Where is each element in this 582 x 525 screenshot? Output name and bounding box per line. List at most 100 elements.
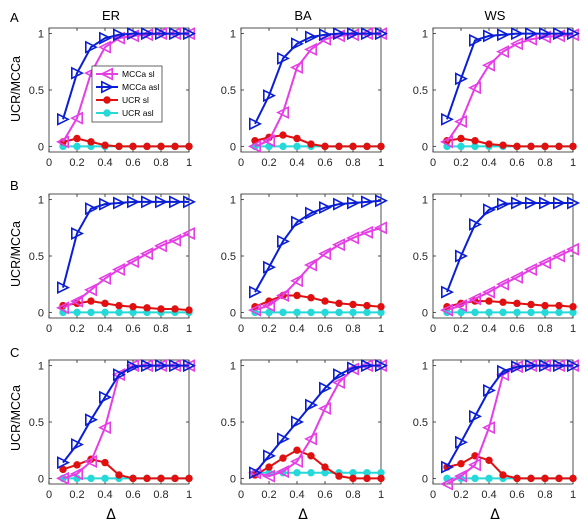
data-point (552, 196, 566, 210)
data-point (276, 106, 290, 120)
data-point (541, 301, 549, 310)
panel-a-ws: 0 0.2 0.4 0.6 0.8 1 0 0.5 1 (413, 27, 580, 169)
x-tick-label: 0.4 (97, 157, 112, 169)
x-axis-label-ba: Δ (298, 507, 308, 523)
data-point (499, 308, 507, 317)
x-tick-label: 1 (186, 157, 192, 169)
panel-a-er: 0 0.2 0.4 0.6 0.8 1 0 0.5 1 (29, 27, 196, 169)
series-mcca-asl (249, 27, 388, 131)
data-point (140, 28, 153, 42)
panel-c-ws: 0 0.2 0.4 0.6 0.8 1 0 0.5 1 (413, 359, 580, 501)
data-point (349, 300, 357, 309)
legend-entry: UCR sl (96, 95, 149, 105)
data-point (73, 308, 81, 317)
data-point (290, 37, 304, 51)
x-tick-label: 1 (378, 157, 384, 169)
data-point (73, 134, 81, 143)
x-axis-label-ws: Δ (490, 507, 500, 523)
data-point (527, 308, 535, 317)
data-point (510, 196, 524, 210)
data-point (440, 303, 454, 317)
data-point (293, 142, 301, 151)
data-point (115, 142, 123, 151)
y-tick-label: 0.5 (29, 417, 44, 429)
data-point (485, 140, 493, 148)
data-point (318, 201, 332, 215)
x-tick-label: 1 (570, 489, 576, 501)
data-point (293, 469, 301, 477)
data-point (183, 195, 196, 209)
data-point (468, 409, 482, 423)
data-point (335, 472, 343, 480)
data-point (84, 283, 97, 297)
series-line (62, 300, 190, 312)
data-point (113, 28, 126, 42)
x-tick-label: 0.4 (289, 323, 304, 335)
x-tick-label: 0.4 (481, 323, 496, 335)
data-point (363, 142, 371, 151)
data-point (332, 368, 346, 382)
data-point (290, 215, 304, 229)
y-tick-label: 0 (230, 141, 236, 153)
data-point (141, 195, 154, 209)
data-point (276, 288, 290, 302)
data-point (485, 297, 493, 305)
data-point (569, 474, 577, 483)
data-point (321, 463, 329, 471)
x-tick-label: 1 (570, 323, 576, 335)
data-point (471, 137, 479, 145)
data-point (482, 203, 496, 217)
data-point (454, 115, 468, 129)
data-point (454, 72, 468, 86)
y-tick-label: 1 (38, 29, 44, 41)
data-point (99, 197, 112, 211)
data-point (499, 298, 507, 306)
data-point (85, 202, 98, 216)
series-mcca-asl (249, 359, 388, 480)
data-point (360, 359, 374, 373)
series-line (446, 33, 574, 143)
data-point (59, 465, 67, 474)
data-point (101, 474, 109, 483)
y-tick-label: 0.5 (413, 417, 428, 429)
data-point (290, 60, 304, 74)
data-point (169, 27, 182, 41)
data-point (499, 141, 507, 149)
x-axis-label-er: Δ (106, 507, 116, 523)
x-tick-label: 0.2 (453, 157, 468, 169)
data-point (276, 432, 290, 446)
series-line (62, 458, 189, 480)
data-point (143, 142, 151, 151)
data-point (71, 66, 84, 80)
data-point (99, 31, 112, 45)
data-point (318, 381, 332, 395)
legend-entry: UCR asl (96, 108, 154, 118)
series-line (254, 134, 381, 148)
x-tick-label: 0 (46, 489, 52, 501)
series-mcca-sl (440, 28, 580, 149)
x-tick-label: 1 (570, 157, 576, 169)
series-line (446, 454, 573, 480)
legend-marker (100, 67, 113, 81)
data-point (304, 258, 318, 272)
series-line (254, 32, 381, 125)
data-point (293, 308, 301, 317)
data-point (527, 142, 535, 151)
data-point (321, 297, 329, 305)
data-point (374, 221, 388, 235)
data-point (346, 231, 360, 245)
data-point (307, 469, 315, 477)
series-mcca-sl (440, 242, 580, 317)
series-line (446, 32, 573, 120)
data-point (307, 308, 315, 317)
data-point (555, 142, 563, 151)
axes-box (432, 359, 574, 485)
x-tick-label: 0.4 (97, 489, 112, 501)
x-tick-label: 0.8 (537, 157, 552, 169)
data-point (527, 300, 535, 309)
data-point (377, 303, 385, 311)
x-tick-label: 0.8 (537, 489, 552, 501)
data-point (70, 111, 83, 125)
legend-marker (103, 96, 111, 104)
